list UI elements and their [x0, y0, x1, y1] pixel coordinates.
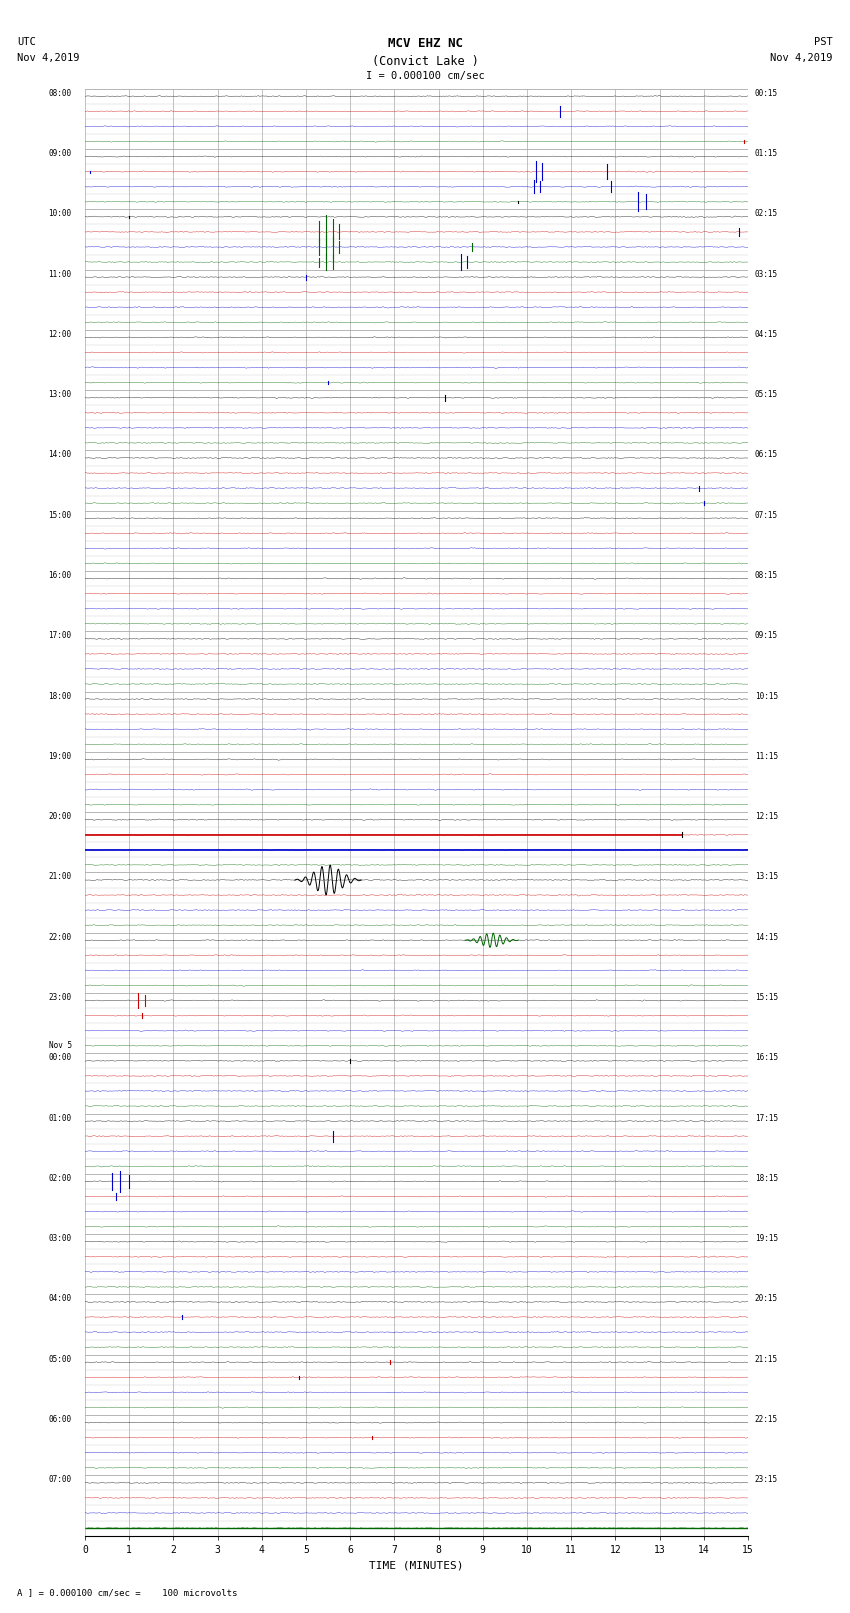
Text: 23:00: 23:00 — [48, 994, 71, 1002]
Text: 22:00: 22:00 — [48, 932, 71, 942]
Text: 04:15: 04:15 — [755, 331, 778, 339]
Text: Nov 5: Nov 5 — [48, 1042, 71, 1050]
Text: 21:15: 21:15 — [755, 1355, 778, 1363]
Text: 10:00: 10:00 — [48, 210, 71, 218]
Text: PST: PST — [814, 37, 833, 47]
X-axis label: TIME (MINUTES): TIME (MINUTES) — [369, 1560, 464, 1569]
Text: 23:15: 23:15 — [755, 1476, 778, 1484]
Text: 07:00: 07:00 — [48, 1476, 71, 1484]
Text: 20:15: 20:15 — [755, 1294, 778, 1303]
Text: 12:15: 12:15 — [755, 813, 778, 821]
Text: 20:00: 20:00 — [48, 813, 71, 821]
Text: 07:15: 07:15 — [755, 511, 778, 519]
Text: 18:00: 18:00 — [48, 692, 71, 700]
Text: 09:00: 09:00 — [48, 148, 71, 158]
Text: 17:00: 17:00 — [48, 631, 71, 640]
Text: 22:15: 22:15 — [755, 1415, 778, 1424]
Text: 03:00: 03:00 — [48, 1234, 71, 1244]
Text: I = 0.000100 cm/sec: I = 0.000100 cm/sec — [366, 71, 484, 81]
Text: 19:15: 19:15 — [755, 1234, 778, 1244]
Text: A ] = 0.000100 cm/sec =    100 microvolts: A ] = 0.000100 cm/sec = 100 microvolts — [17, 1587, 237, 1597]
Text: 15:00: 15:00 — [48, 511, 71, 519]
Text: 11:15: 11:15 — [755, 752, 778, 761]
Text: 03:15: 03:15 — [755, 269, 778, 279]
Text: 17:15: 17:15 — [755, 1113, 778, 1123]
Text: UTC: UTC — [17, 37, 36, 47]
Text: 18:15: 18:15 — [755, 1174, 778, 1182]
Text: (Convict Lake ): (Convict Lake ) — [371, 55, 479, 68]
Text: 16:00: 16:00 — [48, 571, 71, 581]
Text: 14:15: 14:15 — [755, 932, 778, 942]
Text: 13:15: 13:15 — [755, 873, 778, 881]
Text: 00:15: 00:15 — [755, 89, 778, 98]
Text: 14:00: 14:00 — [48, 450, 71, 460]
Text: 10:15: 10:15 — [755, 692, 778, 700]
Text: 06:15: 06:15 — [755, 450, 778, 460]
Text: 21:00: 21:00 — [48, 873, 71, 881]
Text: 08:00: 08:00 — [48, 89, 71, 98]
Text: 13:00: 13:00 — [48, 390, 71, 398]
Text: 06:00: 06:00 — [48, 1415, 71, 1424]
Text: 08:15: 08:15 — [755, 571, 778, 581]
Text: 16:15: 16:15 — [755, 1053, 778, 1063]
Text: MCV EHZ NC: MCV EHZ NC — [388, 37, 462, 50]
Text: 02:15: 02:15 — [755, 210, 778, 218]
Text: 05:15: 05:15 — [755, 390, 778, 398]
Text: 05:00: 05:00 — [48, 1355, 71, 1363]
Text: 15:15: 15:15 — [755, 994, 778, 1002]
Text: 02:00: 02:00 — [48, 1174, 71, 1182]
Text: 01:15: 01:15 — [755, 148, 778, 158]
Text: Nov 4,2019: Nov 4,2019 — [17, 53, 80, 63]
Text: Nov 4,2019: Nov 4,2019 — [770, 53, 833, 63]
Text: 00:00: 00:00 — [48, 1053, 71, 1063]
Text: 01:00: 01:00 — [48, 1113, 71, 1123]
Text: 12:00: 12:00 — [48, 331, 71, 339]
Text: 11:00: 11:00 — [48, 269, 71, 279]
Text: 19:00: 19:00 — [48, 752, 71, 761]
Text: 04:00: 04:00 — [48, 1294, 71, 1303]
Text: 09:15: 09:15 — [755, 631, 778, 640]
